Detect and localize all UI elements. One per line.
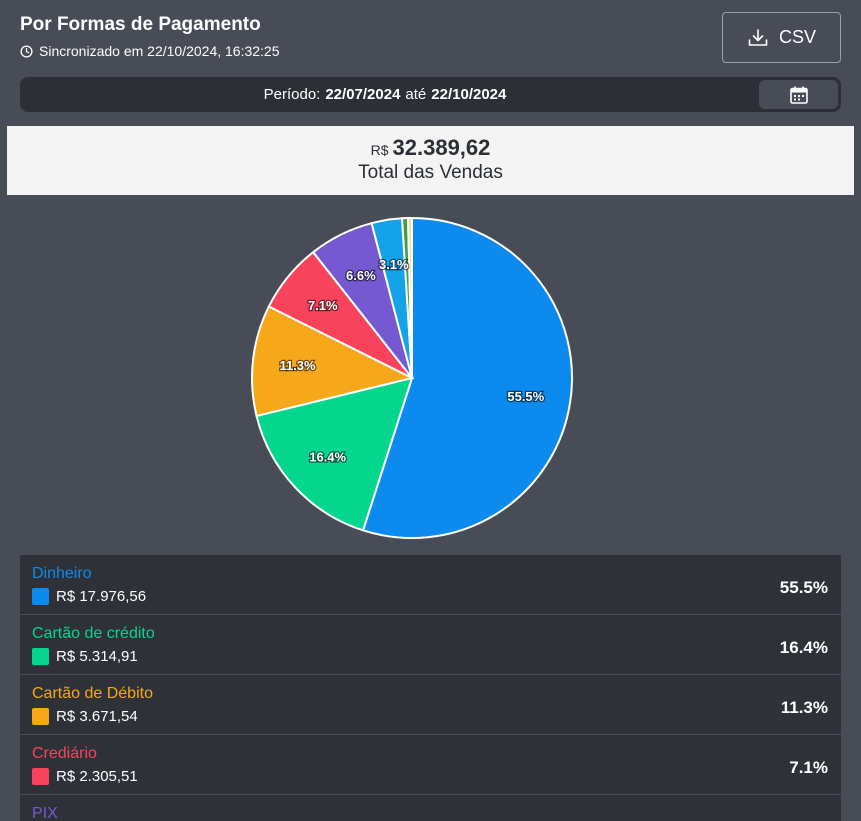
- legend-color-swatch: [32, 648, 49, 665]
- period-selector: Período: 22/07/2024 até 22/10/2024: [20, 77, 841, 112]
- csv-label: CSV: [778, 27, 816, 47]
- pie-slice[interactable]: [251, 305, 415, 418]
- total-label: Total das Vendas: [358, 162, 503, 183]
- legend-item-amount: R$ 3.671,54: [56, 708, 138, 725]
- pie-slice[interactable]: [255, 376, 414, 532]
- legend-item-name: Cartão de crédito: [32, 625, 155, 642]
- pie-slice-label: 55.5%: [507, 389, 544, 404]
- period-text: Período: 22/07/2024 até 22/10/2024: [20, 77, 750, 112]
- legend-list: Dinheiro R$ 17.976,56 55.5% Cartão de crédi…: [20, 555, 841, 821]
- legend-item-percent: 16.4%: [779, 638, 828, 657]
- total-value: R$ 32.389,62: [7, 135, 854, 161]
- legend-item[interactable]: Cartão de crédito R$ 5.314,91 16.4%: [20, 615, 841, 675]
- page-header: Por Formas de Pagamento Sincronizado em …: [0, 0, 861, 72]
- legend-item-name: Crediário: [32, 745, 97, 762]
- download-icon: [748, 28, 768, 46]
- legend-item[interactable]: Dinheiro R$ 17.976,56 55.5%: [20, 555, 841, 615]
- pie-slice-label: 16.4%: [309, 449, 346, 464]
- total-currency: R$: [370, 142, 389, 158]
- total-amount: 32.389,62: [392, 135, 491, 160]
- pie-chart: 55.5% 16.4% 11.3% 7.1% 6.6%3.1%: [251, 216, 573, 539]
- clock-icon: [20, 44, 33, 58]
- legend-color-swatch: [32, 768, 49, 785]
- legend-item[interactable]: Crediário R$ 2.305,51 7.1%: [20, 735, 841, 795]
- period-start: 22/07/2024: [325, 86, 401, 103]
- legend-item-name: Cartão de Débito: [32, 685, 153, 702]
- page-title: Por Formas de Pagamento: [20, 14, 261, 35]
- pie-chart-area: 55.5% 16.4% 11.3% 7.1% 6.6% 3.1%: [0, 195, 861, 555]
- legend-item-amount: R$ 2.305,51: [56, 768, 138, 785]
- pie-slice-label: 7.1%: [308, 298, 338, 313]
- total-sales-box: R$ 32.389,62 Total das Vendas: [7, 126, 854, 195]
- pie-slice-label: 6.6%: [346, 268, 376, 283]
- legend-item-amount: R$ 5.314,91: [56, 648, 138, 665]
- pie-slice[interactable]: [361, 216, 573, 539]
- legend-item-name: PIX: [32, 805, 58, 821]
- sync-text: Sincronizado em 22/10/2024, 16:32:25: [39, 43, 280, 59]
- legend-item[interactable]: Cartão de Débito R$ 3.671,54 11.3%: [20, 675, 841, 735]
- pie-slice-label: 3.1%: [379, 257, 409, 272]
- legend-item-percent: 11.3%: [780, 698, 828, 717]
- csv-export-button[interactable]: CSV: [722, 12, 841, 63]
- calendar-icon: [789, 86, 808, 104]
- legend-item-name: Dinheiro: [32, 565, 92, 582]
- period-separator: até: [405, 86, 427, 103]
- legend-color-swatch: [32, 708, 49, 725]
- period-label: Período:: [263, 86, 321, 103]
- legend-item-percent: 55.5%: [779, 578, 828, 597]
- legend-color-swatch: [32, 588, 49, 605]
- legend-item[interactable]: PIX: [20, 795, 841, 821]
- period-end: 22/10/2024: [431, 86, 507, 103]
- sync-status: Sincronizado em 22/10/2024, 16:32:25: [20, 43, 280, 59]
- legend-item-percent: 7.1%: [789, 758, 828, 777]
- calendar-button[interactable]: [759, 80, 838, 109]
- legend-item-amount: R$ 17.976,56: [56, 588, 147, 605]
- pie-slice-label: 11.3%: [279, 358, 316, 373]
- pie-slice[interactable]: [406, 216, 413, 379]
